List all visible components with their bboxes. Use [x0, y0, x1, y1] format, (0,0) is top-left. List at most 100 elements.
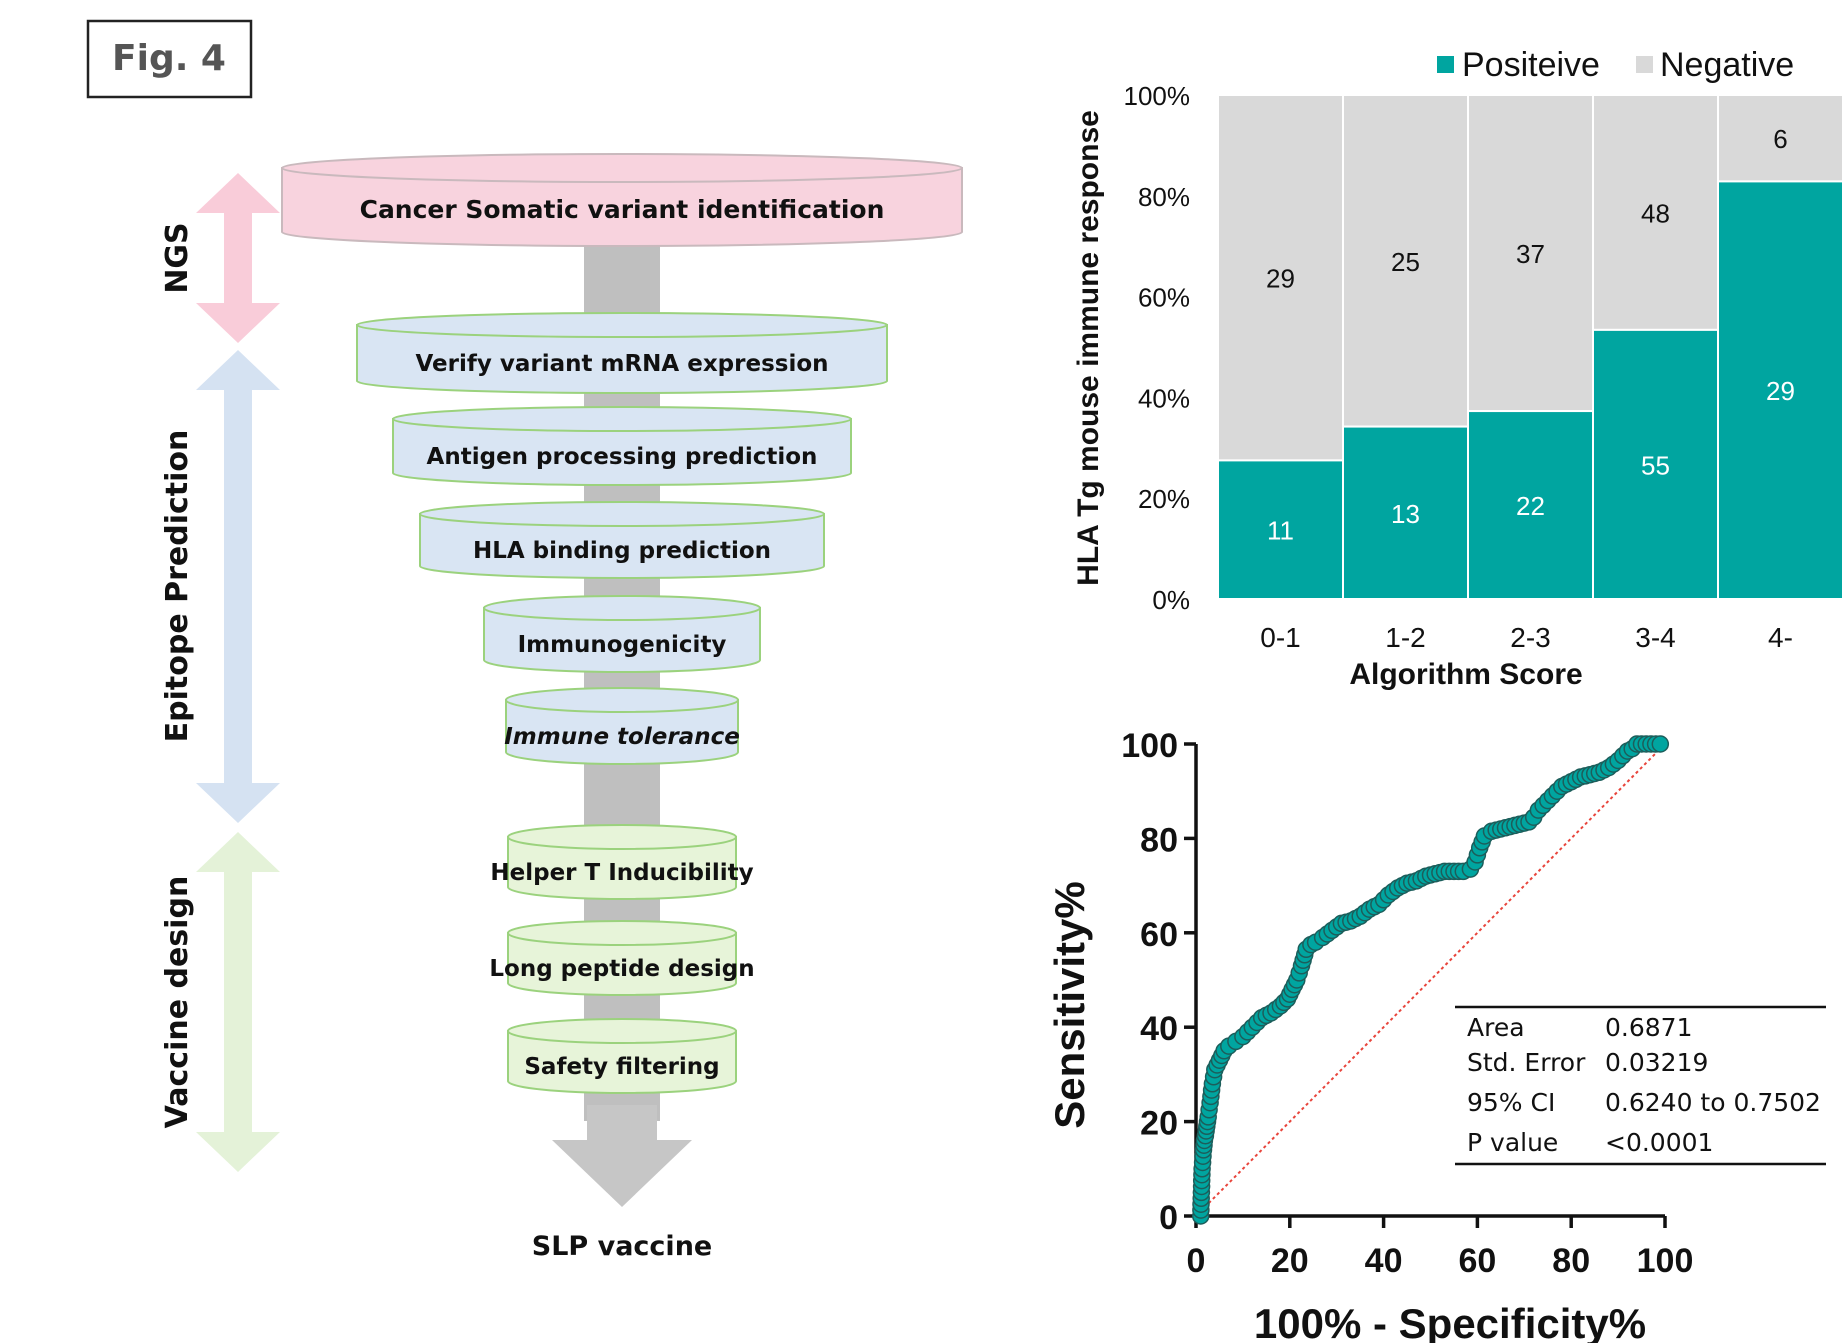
bar-y-tick-label: 100% — [1124, 81, 1191, 111]
step-label: Long peptide design — [489, 956, 754, 982]
step-disk-top — [356, 312, 888, 338]
pipeline-step: Long peptide design — [489, 920, 755, 996]
phase-label: Vaccine design — [160, 876, 195, 1129]
step-disk-top — [392, 406, 852, 432]
stats-row-value: 0.03219 — [1605, 1048, 1708, 1077]
roc-x-tick-label: 20 — [1271, 1242, 1309, 1280]
phase-arrow — [196, 173, 280, 343]
step-disk-top — [483, 595, 761, 621]
roc-y-tick-label: 0 — [1159, 1199, 1178, 1237]
bar-negative-value: 37 — [1516, 239, 1545, 269]
roc-points — [1191, 735, 1670, 1225]
bar-legend: Positeive Negative — [1437, 46, 1794, 84]
step-disk-top — [281, 153, 963, 183]
figure-label-box — [86, 19, 253, 99]
bar-negative — [1467, 94, 1594, 413]
phase-label: NGS — [160, 222, 195, 293]
roc-lines — [1195, 742, 1666, 1217]
step-disk-body — [483, 607, 761, 673]
bar-x-tick-label: 3-4 — [1635, 622, 1675, 653]
roc-x-tick-label: 60 — [1458, 1242, 1496, 1280]
step-label: Verify variant mRNA expression — [415, 351, 828, 377]
pipeline-step: Safety filtering — [507, 1018, 737, 1094]
bar-positive — [1342, 425, 1469, 600]
bar-y-axis-label: HLA Tg mouse immune response — [1072, 110, 1105, 586]
output-arrow — [552, 1105, 692, 1207]
bar-x-tick-label: 4- — [1768, 622, 1793, 653]
step-disk-body — [392, 418, 852, 486]
legend-swatch-negative — [1636, 56, 1653, 73]
bar-negative-value: 25 — [1391, 247, 1420, 277]
step-disk-top — [507, 824, 737, 850]
stats-row-label: Std. Error — [1467, 1048, 1586, 1077]
bar-positive-value: 55 — [1641, 450, 1670, 480]
bar-positive-value: 13 — [1391, 499, 1420, 529]
bar-x-tick-label: 2-3 — [1510, 622, 1550, 653]
bar-positive — [1217, 459, 1344, 600]
bar-x-tick-label: 1-2 — [1385, 622, 1425, 653]
step-label: Helper T Inducibility — [490, 860, 753, 886]
bar-data-labels: 29 11 25 13 37 22 48 55 6 29 — [1266, 124, 1795, 546]
bar-x-tick-label: 0-1 — [1260, 622, 1300, 653]
legend-label-positive: Positeive — [1462, 46, 1600, 84]
bar-positive-value: 11 — [1267, 516, 1294, 546]
step-label: HLA binding prediction — [473, 538, 771, 564]
pipeline-step: Immune tolerance — [504, 687, 740, 765]
pipeline-diagram: NGS Epitope Prediction Vaccine design Canc… — [160, 153, 963, 1262]
phase-arrows: NGS Epitope Prediction Vaccine design — [160, 173, 280, 1172]
bar-negative-value: 48 — [1641, 198, 1670, 228]
bar-y-tick-label: 80% — [1138, 182, 1190, 212]
roc-y-tick-label: 20 — [1140, 1105, 1178, 1143]
roc-reference-line — [1195, 743, 1666, 1217]
step-label: Antigen processing prediction — [427, 444, 818, 470]
roc-stats-table: Area 0.6871 Std. Error 0.03219 95% CI 0.6240 … — [1455, 1005, 1826, 1166]
pipeline-step: Immunogenicity — [483, 595, 761, 673]
bar-y-axis: 0% 20% 40% 60% 80% 100% — [1124, 81, 1191, 615]
pipeline-step: Antigen processing prediction — [392, 406, 852, 486]
phase-label: Epitope Prediction — [160, 430, 195, 743]
bar-x-axis: 0-1 1-2 2-3 3-4 4- — [1260, 622, 1793, 653]
bar-y-tick-label: 40% — [1138, 383, 1190, 413]
roc-axes: 0 20 40 60 80 100 0 20 40 60 80 100 — [1121, 727, 1693, 1280]
bar-bars — [1217, 94, 1844, 601]
step-disk-body — [281, 167, 963, 247]
step-label: Cancer Somatic variant identification — [360, 195, 885, 224]
pipeline-steps: Cancer Somatic variant identification Ver… — [281, 153, 963, 1094]
output-label: SLP vaccine — [532, 1231, 712, 1262]
pipeline-step: HLA binding prediction — [419, 501, 825, 579]
output-arrow-shaft — [587, 1105, 657, 1145]
phase-arrow — [196, 350, 280, 823]
step-label: Immunogenicity — [518, 632, 727, 658]
phase-arrow — [196, 832, 280, 1172]
stats-row-value: 0.6871 — [1605, 1013, 1692, 1042]
figure-label-text: Fig. 4 — [112, 38, 226, 79]
pipeline-step: Verify variant mRNA expression — [356, 312, 888, 394]
bar-negative — [1217, 94, 1344, 462]
bar-positive — [1717, 180, 1844, 600]
step-label: Immune tolerance — [504, 724, 740, 750]
roc-x-tick-label: 0 — [1187, 1242, 1206, 1280]
bar-positive — [1467, 410, 1594, 601]
roc-point — [1651, 735, 1670, 753]
step-disk-body — [507, 932, 737, 996]
step-disk-body — [505, 699, 739, 765]
roc-x-tick-label: 100 — [1637, 1242, 1694, 1280]
bar-negative — [1717, 94, 1844, 183]
bar-y-tick-label: 60% — [1138, 283, 1190, 313]
roc-y-tick-label: 60 — [1140, 916, 1178, 954]
stats-row-value: 0.6240 to 0.7502 — [1605, 1088, 1821, 1117]
step-disk-body — [356, 324, 888, 394]
step-disk-body — [507, 1030, 737, 1094]
roc-y-axis-label: Sensitivity% — [1046, 881, 1093, 1128]
bar-negative — [1342, 94, 1469, 428]
output-arrow-head — [552, 1140, 692, 1207]
bar-y-tick-label: 20% — [1138, 484, 1190, 514]
stats-row-label: 95% CI — [1467, 1088, 1555, 1117]
step-disk-top — [507, 1018, 737, 1044]
roc-y-tick-label: 40 — [1140, 1010, 1178, 1048]
bar-negative-value: 29 — [1266, 264, 1295, 294]
pipeline-step: Cancer Somatic variant identification — [281, 153, 963, 247]
step-disk-body — [507, 836, 737, 900]
step-disk-top — [505, 687, 739, 713]
stacked-bar-chart: Positeive Negative 0% 20% 40% 60% 80% 100% 29 1… — [1072, 46, 1844, 691]
